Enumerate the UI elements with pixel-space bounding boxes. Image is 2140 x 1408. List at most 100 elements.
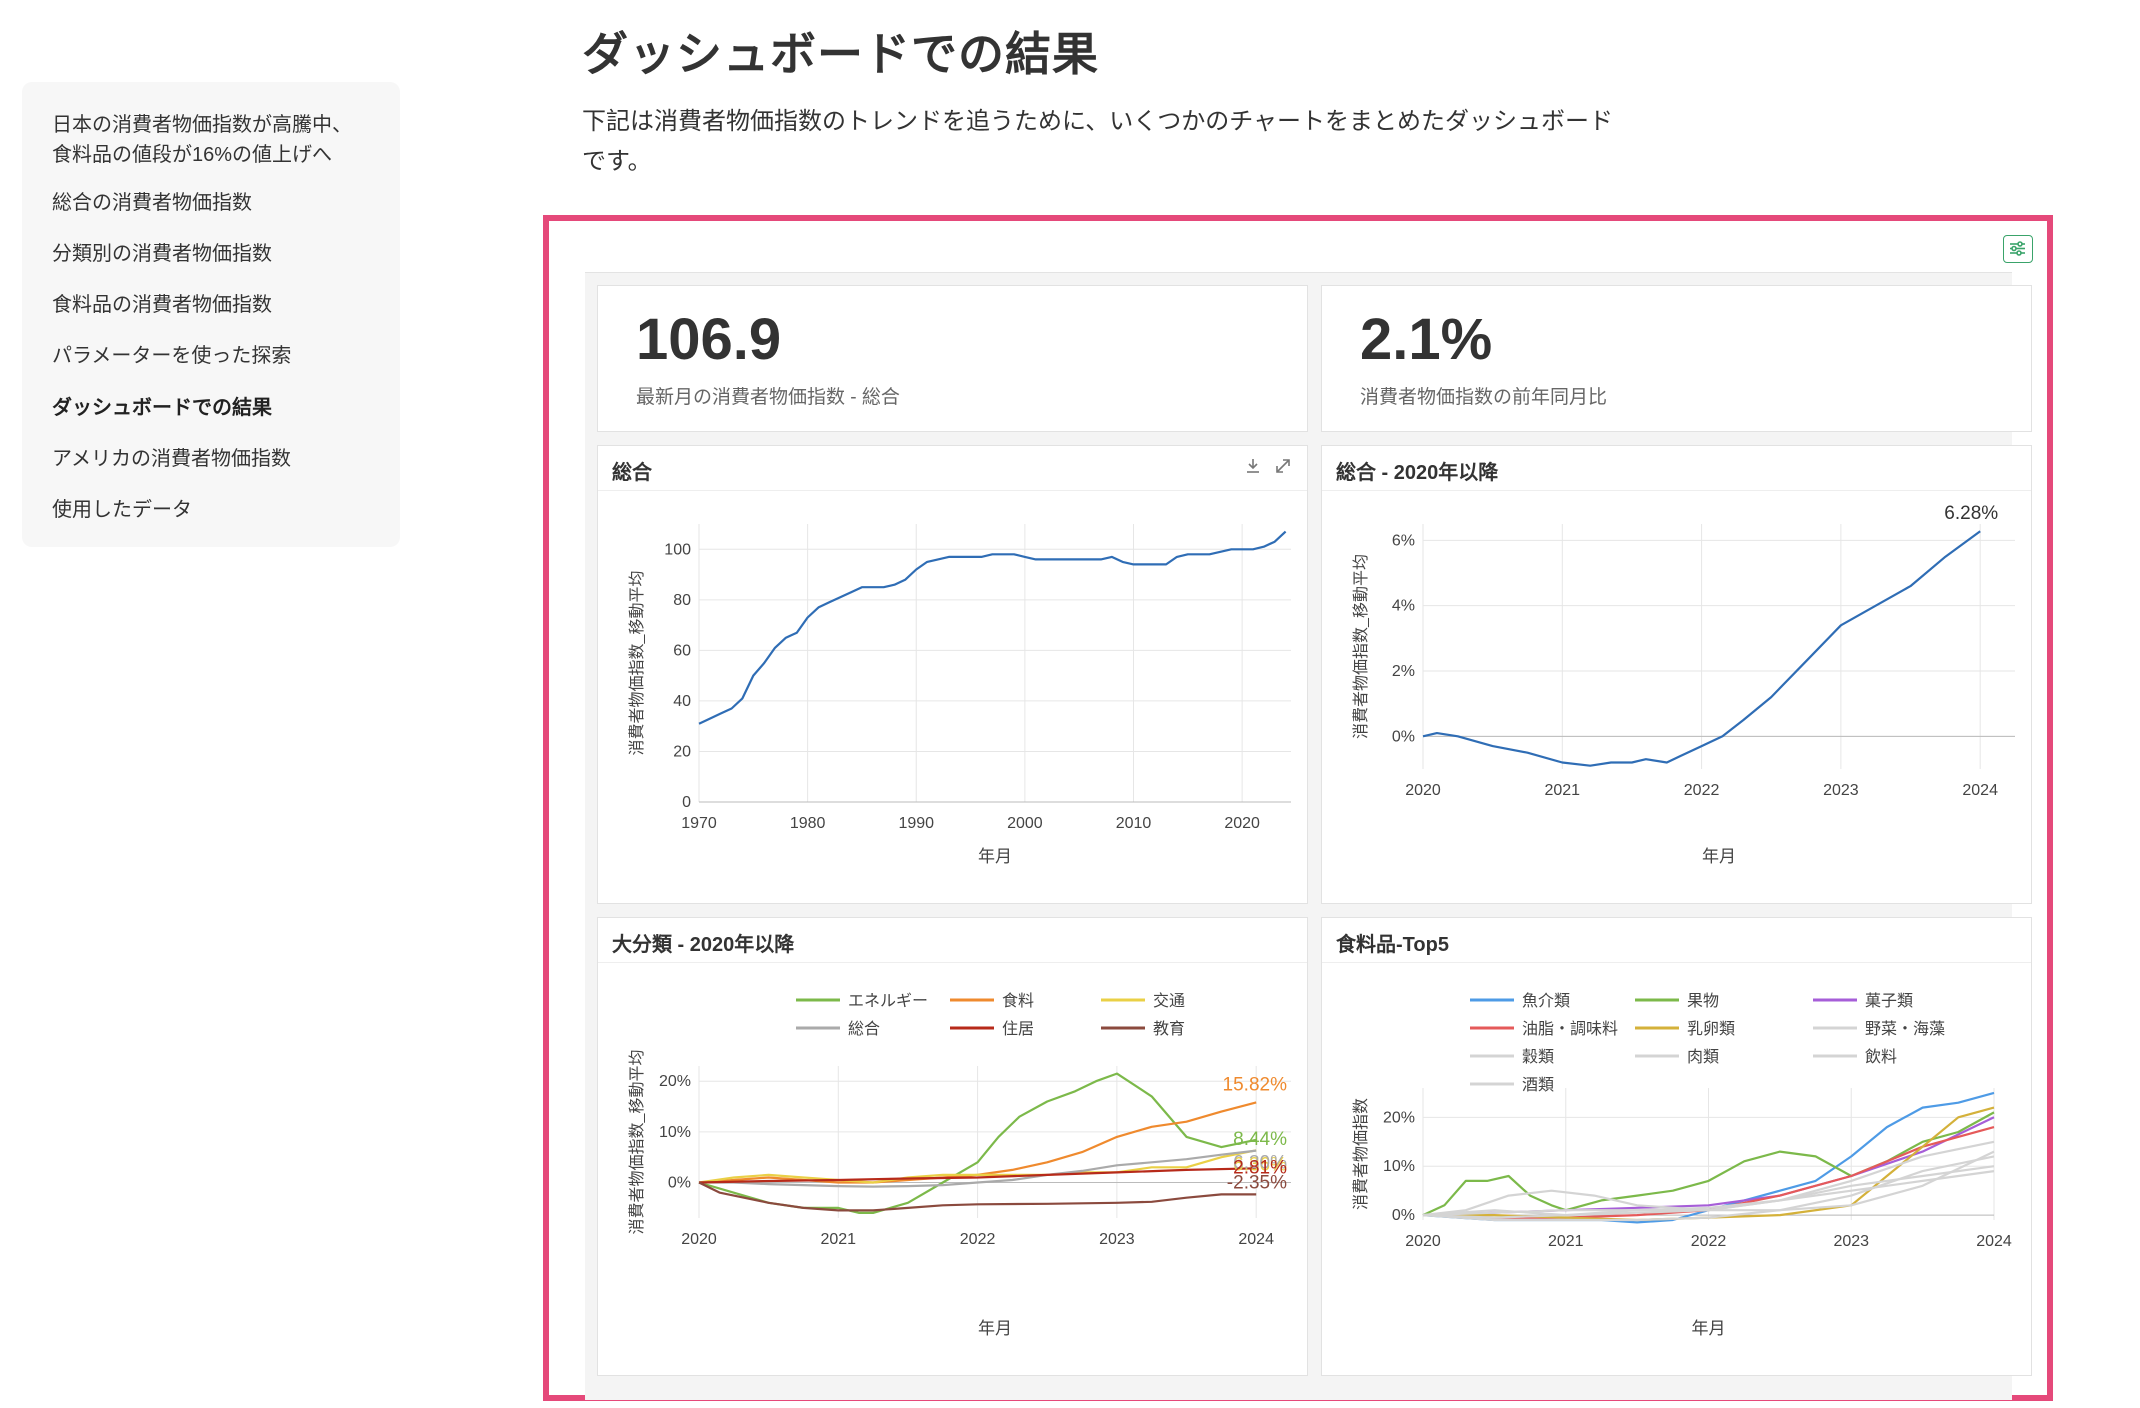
toc-item-line: 食料品の値段が16%の値上げへ	[52, 144, 333, 166]
download-icon[interactable]	[1243, 456, 1263, 476]
toc-item-overall-cpi[interactable]: 総合の消費者物価指数	[52, 192, 252, 214]
x-axis-title: 年月	[978, 1319, 1012, 1338]
toc-item-dashboard-results[interactable]: ダッシュボードでの結果	[52, 397, 272, 419]
x-tick-label: 2024	[1962, 782, 1998, 799]
toc-item-line: 日本の消費者物価指数が高騰中、	[52, 114, 352, 136]
legend-label: 乳卵類	[1687, 1020, 1735, 1038]
chart-card-major-categories: 大分類 - 2020年以降 2020 2021 2022 2023 2024 0% 10% 2…	[597, 917, 1308, 1376]
x-tick-label: 2023	[1823, 782, 1859, 799]
series-line	[1422, 1170, 1995, 1217]
series-line	[698, 1181, 1257, 1212]
x-tick-label: 2021	[820, 1231, 856, 1248]
divider	[598, 490, 1307, 491]
legend-label: 果物	[1687, 992, 1719, 1010]
x-tick-label: 2024	[1238, 1231, 1274, 1248]
x-axis-title: 年月	[1702, 847, 1736, 866]
series-end-label: 6.36%	[1233, 1154, 1287, 1175]
kpi-card-yoy: 2.1% 消費者物価指数の前年同月比	[1321, 285, 2032, 432]
series-end-label: 2.81%	[1233, 1157, 1287, 1178]
series-line	[1422, 530, 1981, 767]
series-end-label: 8.44%	[1233, 1129, 1287, 1150]
kpi-caption: 最新月の消費者物価指数 - 総合	[636, 387, 900, 408]
toc-item-data-used[interactable]: 使用したデータ	[52, 499, 192, 521]
y-tick-label: 20	[673, 743, 691, 760]
legend-label: 菓子類	[1865, 992, 1913, 1010]
x-tick-label: 2022	[1691, 1233, 1727, 1250]
toc-item-food-cpi[interactable]: 食料品の消費者物価指数	[52, 294, 272, 316]
chart-title: 総合 - 2020年以降	[1336, 462, 1499, 484]
series-end-label: 6.30%	[1233, 1153, 1287, 1174]
x-axis-title: 年月	[1692, 1319, 1726, 1338]
legend-label: 住居	[1002, 1020, 1034, 1038]
toc-item-us-cpi[interactable]: アメリカの消費者物価指数	[52, 448, 291, 470]
annotation-label: 6.28%	[1944, 503, 1998, 524]
chart-svg-major-categories: 2020 2021 2022 2023 2024 0% 10% 20% 年月 消費者物価指数_移動…	[628, 992, 1291, 1338]
legend-label: 肉類	[1687, 1048, 1719, 1066]
y-axis-title: 消費者物価指数	[1352, 1098, 1370, 1210]
chart-title: 食料品-Top5	[1336, 934, 1449, 956]
x-tick-label: 2000	[1007, 815, 1043, 832]
series-end-label: 15.82%	[1223, 1074, 1288, 1095]
legend-label: 総合	[848, 1020, 880, 1038]
divider	[598, 962, 1307, 963]
legend-label: 穀類	[1522, 1048, 1554, 1066]
x-tick-label: 2023	[1099, 1231, 1135, 1248]
y-tick-label: 60	[673, 642, 691, 659]
y-tick-label: 0%	[1392, 1207, 1415, 1224]
y-axis-title: 消費者物価指数_移動平均	[1352, 554, 1370, 739]
y-tick-label: 20%	[659, 1073, 691, 1090]
chart-svg-food-top5: 2020 2021 2022 2023 2024 0% 10% 20% 年月 消費者物価指数 魚介類…	[1352, 992, 2012, 1338]
chart-title: 大分類 - 2020年以降	[612, 934, 795, 956]
toc-item-parameter-explore[interactable]: パラメーターを使った探索	[52, 345, 292, 367]
y-axis-title: 消費者物価指数_移動平均	[628, 1050, 646, 1235]
legend-label: 飲料	[1865, 1048, 1897, 1066]
legend-label: 食料	[1002, 992, 1034, 1010]
legend-label: 交通	[1153, 992, 1185, 1010]
kpi-value: 2.1%	[1360, 307, 1493, 372]
legend-label: 魚介類	[1522, 992, 1570, 1010]
series-end-label: -2.35%	[1227, 1172, 1287, 1193]
x-tick-label: 2022	[1684, 782, 1720, 799]
y-tick-label: 20%	[1383, 1109, 1415, 1126]
y-tick-label: 0	[682, 794, 691, 811]
page-description: 下記は消費者物価指数のトレンドを追うために、いくつかのチャートをまとめたダッシュ…	[582, 108, 1614, 175]
x-tick-label: 2022	[960, 1231, 996, 1248]
x-tick-label: 1970	[681, 815, 717, 832]
legend-label: 油脂・調味料	[1522, 1020, 1618, 1038]
chart-card-food-top5: 食料品-Top5 2020 2021 2022 2023 2024 0% 10% 20% 年月 消…	[1321, 917, 2032, 1376]
expand-icon[interactable]	[1273, 456, 1293, 476]
legend-label: 教育	[1153, 1020, 1185, 1038]
series-line	[699, 1149, 1257, 1188]
dashboard-frame: 106.9 最新月の消費者物価指数 - 総合 2.1% 消費者物価指数の前年同月…	[543, 215, 2053, 1401]
x-tick-label: 2020	[1405, 1233, 1441, 1250]
x-tick-label: 2021	[1544, 782, 1580, 799]
x-tick-label: 2020	[681, 1231, 717, 1248]
y-axis-title: 消費者物価指数_移動平均	[628, 571, 646, 756]
chart-svg-overall-since-2020: 2020 2021 2022 2023 2024 0% 2% 4% 6% 年月 消費者物価指数_移動…	[1352, 503, 2015, 866]
x-tick-label: 2020	[1405, 782, 1441, 799]
x-tick-label: 1980	[790, 815, 826, 832]
sliders-icon[interactable]	[2003, 235, 2033, 263]
y-tick-label: 10%	[1383, 1158, 1415, 1175]
legend-label: エネルギー	[848, 992, 928, 1010]
y-tick-label: 0%	[1392, 728, 1415, 745]
y-tick-label: 80	[673, 592, 691, 609]
y-tick-label: 0%	[668, 1175, 691, 1192]
chart-card-overall: 総合 1970 1980 1990 2000 2010 2020 0 20 40 60 80 100 年…	[597, 445, 1308, 904]
kpi-value: 106.9	[636, 307, 782, 372]
y-tick-label: 100	[664, 541, 691, 558]
toc-item-japan-cpi[interactable]: 日本の消費者物価指数が高騰中、 食料品の値段が16%の値上げへ	[52, 110, 382, 170]
x-tick-label: 2024	[1976, 1233, 2012, 1250]
page-title: ダッシュボードでの結果	[582, 28, 1099, 80]
toc-item-category-cpi[interactable]: 分類別の消費者物価指数	[52, 243, 272, 265]
series-line	[698, 530, 1287, 725]
kpi-card-latest-cpi: 106.9 最新月の消費者物価指数 - 総合	[597, 285, 1308, 432]
x-tick-label: 2023	[1833, 1233, 1869, 1250]
x-tick-label: 1990	[898, 815, 934, 832]
series-line	[698, 1149, 1257, 1184]
x-tick-label: 2010	[1116, 815, 1152, 832]
x-axis-title: 年月	[978, 847, 1012, 866]
y-tick-label: 2%	[1392, 663, 1415, 680]
chart-title: 総合	[612, 462, 652, 484]
series-line	[1422, 1150, 1995, 1217]
